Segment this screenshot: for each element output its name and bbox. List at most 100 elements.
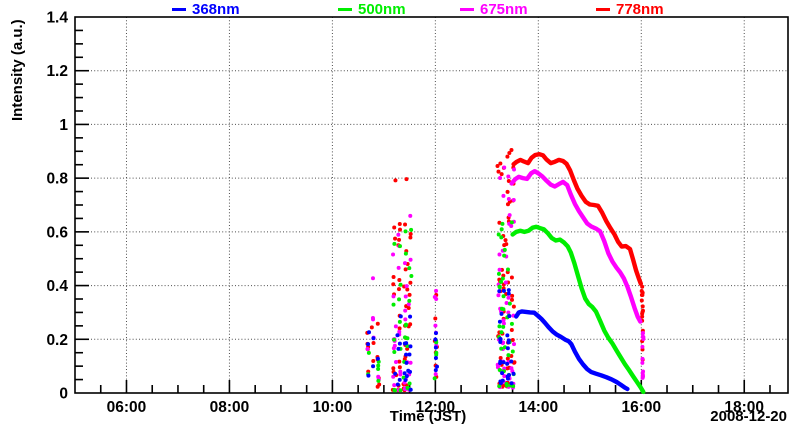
scatter-point-morning-cluster-2 xyxy=(408,235,413,240)
scatter-point-pre-afternoon-cluster xyxy=(498,361,503,366)
scatter-point-morning-cluster-2 xyxy=(404,374,409,379)
scatter-point-sunset-drop-675 xyxy=(640,334,645,339)
scatter-point-pre-afternoon-cluster xyxy=(502,253,507,258)
scatter-point-pre-afternoon-cluster xyxy=(509,275,514,280)
scatter-point-sunset-drop-778 xyxy=(639,298,644,303)
x-tick-label: 18:00 xyxy=(724,399,764,416)
scatter-point-morning-cluster-1 xyxy=(371,364,376,369)
scatter-point-pre-afternoon-cluster xyxy=(500,371,505,376)
scatter-point-morning-cluster-2 xyxy=(398,282,403,287)
scatter-point-sunset-drop-778 xyxy=(640,290,645,295)
scatter-point-pre-afternoon-cluster xyxy=(497,284,502,289)
scatter-point-morning-cluster-2 xyxy=(403,378,408,383)
scatter-point-morning-cluster-2 xyxy=(396,265,401,270)
scatter-point-noon-cluster xyxy=(434,288,439,293)
scatter-point-morning-cluster-2 xyxy=(405,385,410,390)
scatter-point-sunset-drop-675 xyxy=(640,356,645,361)
scatter-point-morning-cluster-2 xyxy=(391,374,396,379)
scatter-point-morning-cluster-2 xyxy=(403,317,408,322)
scatter-point-pre-afternoon-cluster xyxy=(497,368,502,373)
legend-item-675nm: 675nm xyxy=(460,0,528,18)
scatter-point-sunset-drop-675 xyxy=(640,344,645,349)
scatter-point-morning-cluster-1 xyxy=(366,342,371,347)
scatter-point-morning-cluster-1 xyxy=(366,350,371,355)
scatter-point-pre-afternoon-cluster xyxy=(498,356,503,361)
scatter-point-morning-cluster-2 xyxy=(397,237,402,242)
scatter-point-pre-afternoon-cluster xyxy=(496,232,501,237)
scatter-point-morning-cluster-2 xyxy=(404,177,409,182)
scatter-point-pre-afternoon-cluster xyxy=(501,318,506,323)
scatter-point-morning-cluster-1 xyxy=(377,382,382,387)
series-curve-500nm xyxy=(510,224,646,395)
scatter-point-morning-cluster-2 xyxy=(391,252,396,257)
scatter-point-pre-afternoon-cluster xyxy=(509,381,514,386)
scatter-point-pre-afternoon-cluster xyxy=(503,280,508,285)
scatter-point-pre-afternoon-cluster xyxy=(509,147,514,152)
scatter-point-pre-afternoon-cluster xyxy=(510,293,515,298)
scatter-point-noon-cluster xyxy=(432,294,437,299)
scatter-point-morning-cluster-2 xyxy=(405,287,410,292)
scatter-point-pre-afternoon-cluster xyxy=(497,289,502,294)
scatter-point-morning-cluster-2 xyxy=(396,232,401,237)
scatter-point-morning-cluster-2 xyxy=(397,365,402,370)
scatter-point-pre-afternoon-cluster xyxy=(499,311,504,316)
scatter-point-pre-afternoon-cluster xyxy=(505,346,510,351)
y-tick-label: 1 xyxy=(59,117,68,134)
scatter-point-morning-cluster-2 xyxy=(391,366,396,371)
scatter-point-morning-cluster-2 xyxy=(392,383,397,388)
legend-marker-778nm xyxy=(596,7,610,11)
scatter-point-morning-cluster-2 xyxy=(393,324,398,329)
scatter-point-morning-cluster-2 xyxy=(391,274,396,279)
scatter-point-morning-cluster-2 xyxy=(392,350,397,355)
scatter-point-morning-cluster-2 xyxy=(407,292,412,297)
scatter-point-pre-afternoon-cluster xyxy=(499,235,504,240)
scatter-point-morning-cluster-2 xyxy=(404,341,409,346)
scatter-point-morning-cluster-2 xyxy=(402,371,407,376)
scatter-point-pre-afternoon-cluster xyxy=(498,176,503,181)
scatter-point-sunset-drop-778 xyxy=(640,314,645,319)
scatter-point-morning-cluster-1 xyxy=(375,356,380,361)
scatter-point-pre-afternoon-cluster xyxy=(509,366,514,371)
scatter-point-morning-cluster-2 xyxy=(397,359,402,364)
scatter-point-noon-cluster xyxy=(433,316,438,321)
scatter-point-morning-cluster-1 xyxy=(366,373,371,378)
series-curve-778nm xyxy=(511,151,643,286)
scatter-point-morning-cluster-2 xyxy=(408,344,413,349)
legend-label-675nm: 675nm xyxy=(480,0,528,18)
scatter-point-morning-cluster-2 xyxy=(406,302,411,307)
scatter-point-morning-cluster-2 xyxy=(394,360,399,365)
scatter-point-morning-cluster-2 xyxy=(395,333,400,338)
scatter-point-morning-cluster-2 xyxy=(395,382,400,387)
scatter-point-noon-cluster xyxy=(433,345,438,350)
scatter-point-pre-afternoon-cluster xyxy=(497,384,502,389)
scatter-point-morning-cluster-1 xyxy=(367,330,372,335)
scatter-point-sunset-drop-675 xyxy=(640,374,645,379)
scatter-point-morning-cluster-2 xyxy=(407,266,412,271)
scatter-point-morning-cluster-2 xyxy=(408,257,413,262)
scatter-point-noon-cluster xyxy=(433,337,438,342)
scatter-point-morning-cluster-2 xyxy=(397,244,402,249)
scatter-point-pre-afternoon-cluster xyxy=(505,267,510,272)
scatter-point-pre-afternoon-cluster xyxy=(499,279,504,284)
scatter-point-pre-afternoon-cluster xyxy=(505,376,510,381)
scatter-point-pre-afternoon-cluster xyxy=(502,247,507,252)
scatter-point-pre-afternoon-cluster xyxy=(511,304,516,309)
scatter-point-pre-afternoon-cluster xyxy=(507,301,512,306)
scatter-point-morning-cluster-2 xyxy=(393,388,398,393)
scatter-point-pre-afternoon-cluster xyxy=(501,294,506,299)
scatter-point-morning-cluster-2 xyxy=(405,336,410,341)
scatter-point-morning-cluster-1 xyxy=(376,374,381,379)
legend-item-778nm: 778nm xyxy=(596,0,664,18)
legend-label-778nm: 778nm xyxy=(616,0,664,18)
legend: 368nm 500nm 675nm 778nm xyxy=(0,0,800,18)
scatter-point-pre-afternoon-cluster xyxy=(497,319,502,324)
legend-item-368nm: 368nm xyxy=(172,1,240,18)
legend-marker-675nm xyxy=(460,7,474,11)
scatter-point-morning-cluster-2 xyxy=(391,294,396,299)
scatter-point-pre-afternoon-cluster xyxy=(509,220,514,225)
scatter-point-morning-cluster-2 xyxy=(398,227,403,232)
date-label: 2008-12-20 xyxy=(710,408,787,425)
scatter-point-pre-afternoon-cluster xyxy=(497,252,502,257)
scatter-point-pre-afternoon-cluster xyxy=(504,242,509,247)
